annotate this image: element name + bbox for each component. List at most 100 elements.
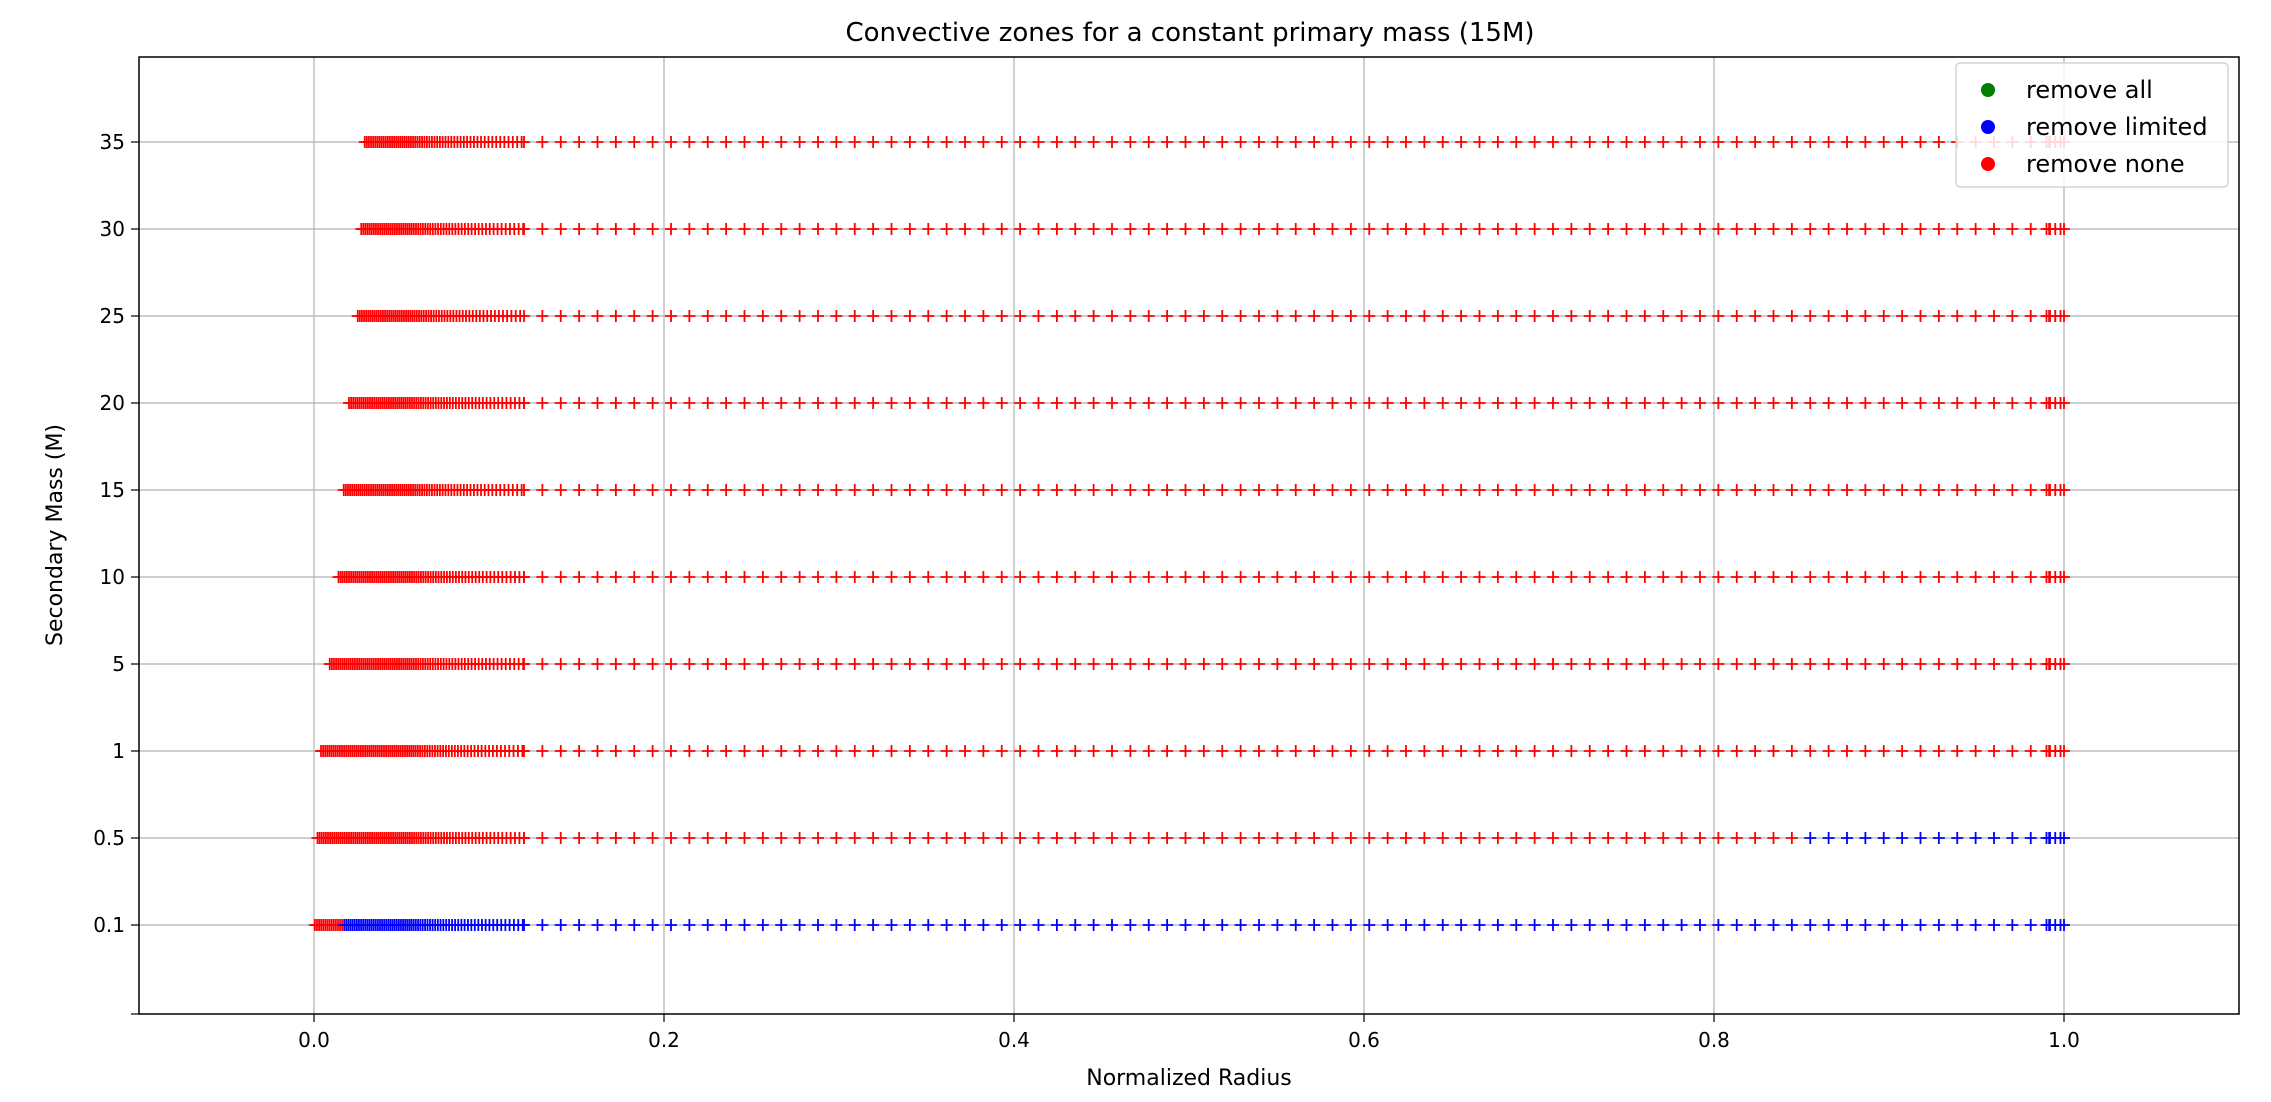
data-point xyxy=(867,571,880,583)
data-point xyxy=(1804,658,1817,670)
data-point xyxy=(1565,310,1578,322)
data-point xyxy=(940,397,953,409)
data-point xyxy=(628,484,641,496)
data-point xyxy=(1289,136,1302,148)
data-point xyxy=(628,310,641,322)
data-point xyxy=(1344,223,1357,235)
data-point xyxy=(848,832,861,844)
data-point xyxy=(2058,223,2070,235)
data-point xyxy=(775,571,788,583)
data-point xyxy=(1106,484,1118,496)
data-point xyxy=(2058,571,2070,583)
data-point xyxy=(1914,136,1927,148)
data-point xyxy=(940,919,953,931)
data-point xyxy=(1455,397,1468,409)
data-point xyxy=(1069,136,1082,148)
data-point xyxy=(1455,745,1468,757)
data-point xyxy=(885,223,898,235)
data-point xyxy=(1400,310,1412,322)
data-point xyxy=(738,397,751,409)
data-point xyxy=(1069,658,1082,670)
data-point xyxy=(1455,136,1468,148)
data-point xyxy=(1785,919,1798,931)
data-point xyxy=(1491,484,1504,496)
data-point xyxy=(1749,658,1762,670)
data-point xyxy=(1822,310,1835,322)
data-point xyxy=(1602,136,1615,148)
data-point xyxy=(812,832,824,844)
data-point xyxy=(1675,832,1688,844)
data-point xyxy=(701,658,714,670)
data-point xyxy=(1363,484,1376,496)
data-point xyxy=(518,223,530,235)
data-point xyxy=(1932,136,1945,148)
data-point xyxy=(1841,832,1853,844)
data-point xyxy=(1896,310,1909,322)
data-point xyxy=(775,832,788,844)
data-point xyxy=(1877,223,1890,235)
data-point xyxy=(609,484,622,496)
data-point xyxy=(867,310,880,322)
data-point xyxy=(1014,484,1027,496)
x-tick-label: 1.0 xyxy=(2048,1028,2080,1052)
data-point xyxy=(1197,832,1210,844)
data-point xyxy=(1749,919,1762,931)
data-point xyxy=(1547,310,1559,322)
data-point xyxy=(628,571,641,583)
data-point xyxy=(1602,571,1615,583)
y-tick-label: 35 xyxy=(100,130,125,154)
data-point xyxy=(2024,919,2037,931)
data-point xyxy=(2058,310,2070,322)
data-point xyxy=(1694,658,1706,670)
data-point xyxy=(867,484,880,496)
data-point xyxy=(720,310,733,322)
data-point xyxy=(1271,136,1284,148)
data-point xyxy=(665,658,677,670)
data-point xyxy=(885,397,898,409)
data-point xyxy=(1418,310,1431,322)
data-point xyxy=(665,136,677,148)
data-point xyxy=(1142,310,1155,322)
data-point xyxy=(756,397,769,409)
data-point xyxy=(848,397,861,409)
data-point xyxy=(1749,484,1762,496)
data-point xyxy=(1694,223,1706,235)
data-point xyxy=(573,832,586,844)
data-point xyxy=(1179,832,1192,844)
data-point xyxy=(1234,832,1247,844)
data-point xyxy=(830,136,843,148)
data-point xyxy=(1510,745,1523,757)
data-point xyxy=(646,223,659,235)
data-point xyxy=(940,223,953,235)
data-point xyxy=(922,745,935,757)
data-point xyxy=(1969,571,1982,583)
data-point xyxy=(1032,136,1045,148)
series-row-30 xyxy=(355,223,2070,235)
data-point xyxy=(518,136,530,148)
data-point xyxy=(1583,397,1596,409)
data-point xyxy=(1418,223,1431,235)
data-point xyxy=(646,484,659,496)
data-point xyxy=(1087,310,1100,322)
data-point xyxy=(1657,223,1670,235)
data-point xyxy=(1510,832,1523,844)
data-point xyxy=(830,919,843,931)
data-point xyxy=(1436,571,1449,583)
data-point xyxy=(1749,397,1762,409)
y-tick-label: 15 xyxy=(100,478,125,502)
data-point xyxy=(554,832,567,844)
data-point xyxy=(1969,745,1982,757)
data-point xyxy=(1694,571,1706,583)
data-point xyxy=(554,745,567,757)
data-point xyxy=(1785,745,1798,757)
data-point xyxy=(1436,223,1449,235)
data-point xyxy=(793,658,806,670)
data-point xyxy=(1271,745,1284,757)
data-point xyxy=(959,484,971,496)
data-point xyxy=(683,136,696,148)
data-point xyxy=(1822,745,1835,757)
data-point xyxy=(1032,223,1045,235)
data-point xyxy=(1161,310,1174,322)
data-point xyxy=(573,919,586,931)
data-point xyxy=(1234,310,1247,322)
